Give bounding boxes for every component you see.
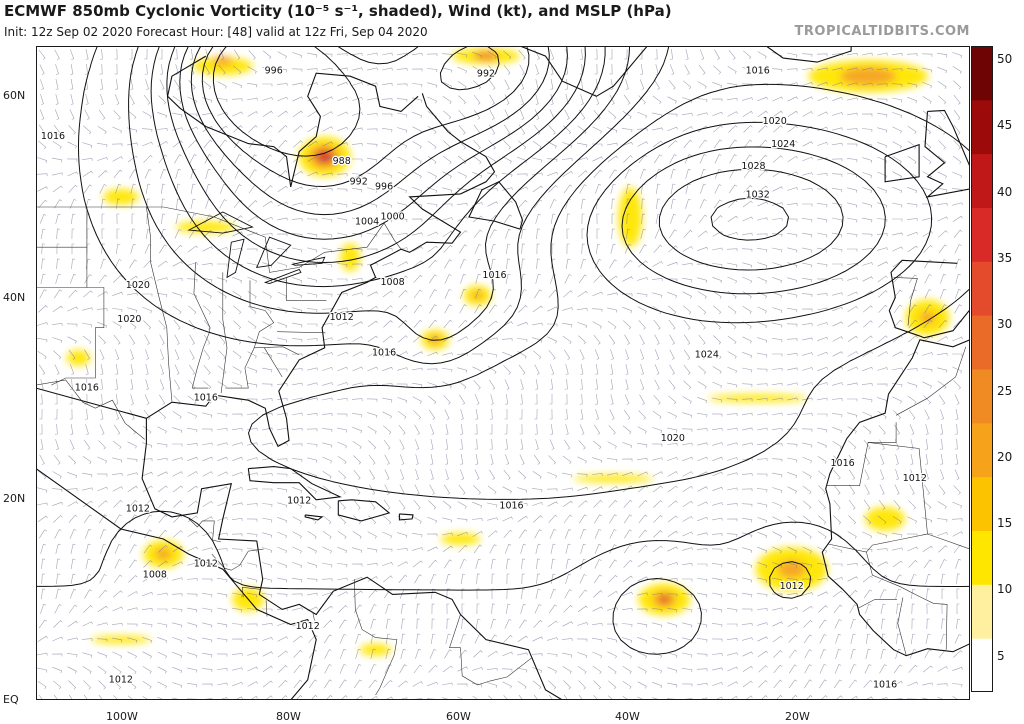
isobar-label: 1012	[903, 473, 927, 484]
colorbar-cell	[971, 530, 993, 585]
isobar-label: 1012	[330, 312, 354, 323]
isobar-label: 996	[375, 181, 393, 192]
isobar-label: 1012	[296, 621, 320, 632]
latitude-label: 60N	[3, 89, 26, 102]
longitude-label: 100W	[106, 710, 138, 723]
isobar-label: 1016	[75, 383, 99, 394]
longitude-label: 80W	[276, 710, 301, 723]
isobar-label: 1016	[194, 393, 218, 404]
isobar-label: 1016	[831, 458, 855, 469]
map-subtitle: Init: 12z Sep 02 2020 Forecast Hour: [48…	[4, 25, 428, 39]
colorbar-cell	[971, 476, 993, 531]
isobar-label: 1012	[194, 559, 218, 570]
isobar-label: 1012	[126, 503, 150, 514]
map-frame	[36, 46, 970, 700]
isobar-label: 992	[350, 176, 368, 187]
map-title: ECMWF 850mb Cyclonic Vorticity (10⁻⁵ s⁻¹…	[4, 2, 672, 20]
colorbar-cell	[971, 46, 993, 101]
isobar-label: 996	[265, 66, 283, 77]
isobar-label: 1020	[661, 433, 685, 444]
colorbar-tick-label: 45	[997, 118, 1013, 132]
colorbar-tick-label: 25	[997, 384, 1013, 398]
longitude-label: 40W	[615, 710, 640, 723]
latitude-label: 20N	[3, 492, 26, 505]
colorbar-cell	[971, 99, 993, 155]
isobar-label: 1028	[741, 161, 765, 172]
isobar-label: 1020	[117, 314, 141, 325]
colorbar-tick-label: 20	[997, 450, 1013, 464]
isobar-label: 1004	[355, 217, 379, 228]
coastlines	[36, 46, 970, 700]
wind-barbs	[36, 48, 963, 700]
isobar-label: 1016	[499, 500, 523, 511]
longitude-label: 20W	[785, 710, 810, 723]
isobars	[36, 46, 970, 655]
isobar-label: 1016	[746, 66, 770, 77]
isobar-label: 992	[477, 69, 495, 80]
colorbar-cell	[971, 369, 993, 424]
colorbar-tick-label: 5	[997, 649, 1005, 663]
colorbar-tick-label: 35	[997, 251, 1013, 265]
isobar-label: 1000	[381, 212, 405, 223]
isobar-label: 1016	[41, 131, 65, 142]
isobar-label: 1016	[482, 270, 506, 281]
colorbar-tick-label: 10	[997, 582, 1013, 596]
isobar-label: 1016	[372, 347, 396, 358]
latitude-label: 40N	[3, 291, 26, 304]
vorticity-colorbar	[971, 46, 993, 692]
longitude-label: 60W	[446, 710, 471, 723]
colorbar-cell	[971, 315, 993, 370]
isobar-label: 988	[333, 156, 351, 167]
colorbar-cell	[971, 261, 993, 316]
isobar-label: 1020	[763, 116, 787, 127]
isobar-label: 1012	[287, 495, 311, 506]
isobar-label: 1008	[381, 277, 405, 288]
isobar-label: 1024	[771, 139, 795, 150]
colorbar-cell	[971, 207, 993, 262]
isobar-label: 1008	[143, 570, 167, 581]
latitude-label: EQ	[3, 693, 19, 706]
isobar-label: 1020	[126, 280, 150, 291]
isobar-label: 1024	[695, 349, 719, 360]
colorbar-cell	[971, 153, 993, 208]
colorbar-cell	[971, 584, 993, 639]
isobar-label: 1012	[109, 674, 133, 685]
colorbar-cell	[971, 638, 993, 692]
vorticity-shading	[66, 48, 950, 656]
isobar-label: 1012	[780, 581, 804, 592]
colorbar-tick-label: 50	[997, 52, 1013, 66]
colorbar-tick-label: 40	[997, 185, 1013, 199]
isobar-label: 1032	[746, 189, 770, 200]
brand-watermark: TROPICALTIDBITS.COM	[794, 24, 970, 39]
colorbar-tick-label: 15	[997, 516, 1013, 530]
colorbar-tick-label: 30	[997, 317, 1013, 331]
isobar-label: 1016	[873, 679, 897, 690]
colorbar-cell	[971, 422, 993, 478]
